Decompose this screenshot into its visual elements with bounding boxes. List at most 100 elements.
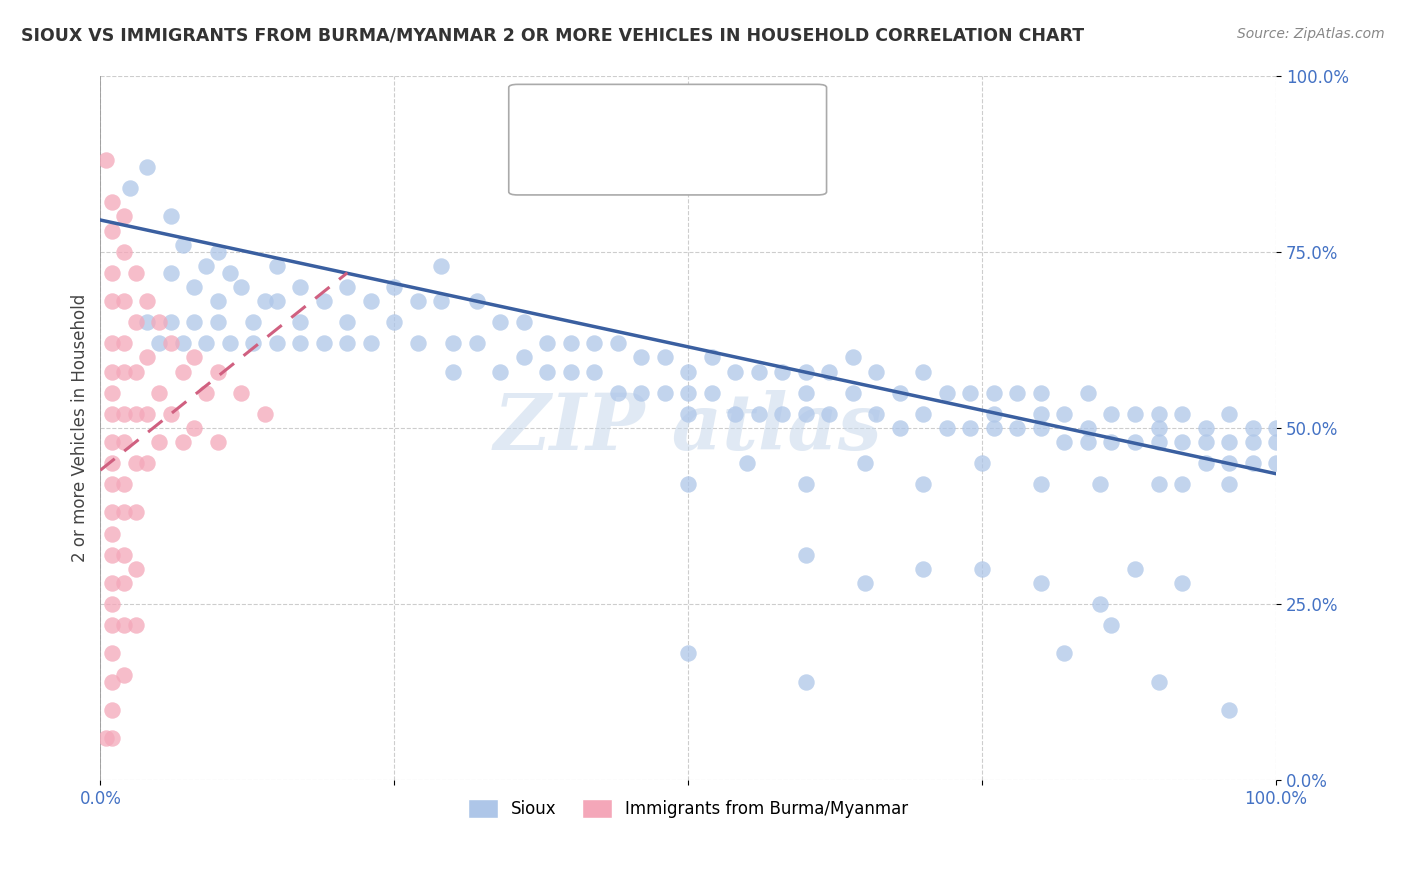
- Point: [148, 336, 170, 351]
- Point: [112, 477, 135, 491]
- Point: [560, 336, 582, 351]
- Point: [136, 293, 159, 308]
- Point: [336, 280, 359, 294]
- Point: [360, 293, 382, 308]
- Point: [183, 421, 205, 435]
- Point: [1171, 576, 1194, 591]
- Point: [1241, 435, 1264, 450]
- Point: [124, 506, 146, 520]
- Point: [536, 365, 558, 379]
- Point: [336, 315, 359, 329]
- Point: [912, 365, 935, 379]
- Point: [266, 259, 288, 273]
- Point: [112, 244, 135, 259]
- Point: [195, 336, 218, 351]
- Point: [865, 365, 887, 379]
- Point: [124, 365, 146, 379]
- Point: [172, 237, 194, 252]
- Point: [207, 244, 229, 259]
- Point: [630, 385, 652, 400]
- Point: [101, 336, 124, 351]
- Text: SIOUX VS IMMIGRANTS FROM BURMA/MYANMAR 2 OR MORE VEHICLES IN HOUSEHOLD CORRELATI: SIOUX VS IMMIGRANTS FROM BURMA/MYANMAR 2…: [21, 27, 1084, 45]
- Point: [1241, 421, 1264, 435]
- Point: [101, 435, 124, 450]
- Point: [935, 385, 957, 400]
- Point: [676, 365, 699, 379]
- Point: [101, 365, 124, 379]
- Point: [1053, 435, 1076, 450]
- Point: [1029, 421, 1052, 435]
- Point: [101, 526, 124, 541]
- Point: [101, 385, 124, 400]
- Point: [101, 647, 124, 661]
- Point: [606, 385, 628, 400]
- Point: [700, 385, 723, 400]
- Point: [101, 293, 124, 308]
- Point: [853, 456, 876, 470]
- Point: [1077, 435, 1099, 450]
- Point: [195, 259, 218, 273]
- Point: [183, 280, 205, 294]
- Point: [676, 385, 699, 400]
- Point: [1123, 407, 1146, 421]
- Point: [1007, 421, 1029, 435]
- Point: [124, 407, 146, 421]
- Point: [1101, 435, 1123, 450]
- Point: [724, 407, 747, 421]
- Point: [242, 336, 264, 351]
- Point: [959, 421, 981, 435]
- Point: [794, 548, 817, 562]
- Point: [253, 407, 276, 421]
- Point: [266, 293, 288, 308]
- Point: [935, 421, 957, 435]
- Point: [1053, 647, 1076, 661]
- Point: [912, 477, 935, 491]
- Point: [160, 336, 183, 351]
- Point: [112, 336, 135, 351]
- Point: [136, 351, 159, 365]
- Point: [794, 477, 817, 491]
- Point: [96, 731, 118, 745]
- Point: [148, 315, 170, 329]
- Point: [195, 385, 218, 400]
- Point: [96, 153, 118, 167]
- Point: [207, 315, 229, 329]
- Point: [1123, 562, 1146, 576]
- Point: [1171, 477, 1194, 491]
- Point: [1194, 421, 1216, 435]
- Point: [818, 407, 841, 421]
- Point: [148, 435, 170, 450]
- Point: [101, 266, 124, 280]
- Point: [842, 385, 865, 400]
- Point: [183, 351, 205, 365]
- Point: [160, 315, 183, 329]
- Point: [1101, 407, 1123, 421]
- Point: [382, 280, 405, 294]
- Point: [136, 456, 159, 470]
- Point: [1147, 674, 1170, 689]
- Point: [1147, 421, 1170, 435]
- Point: [912, 562, 935, 576]
- Point: [465, 293, 488, 308]
- Point: [290, 336, 312, 351]
- Point: [630, 351, 652, 365]
- Point: [112, 506, 135, 520]
- Point: [489, 315, 512, 329]
- Point: [1241, 456, 1264, 470]
- Point: [207, 293, 229, 308]
- Point: [207, 435, 229, 450]
- Point: [1029, 477, 1052, 491]
- Point: [1123, 435, 1146, 450]
- Point: [983, 421, 1005, 435]
- Point: [1265, 456, 1288, 470]
- Point: [972, 562, 994, 576]
- Point: [606, 336, 628, 351]
- Point: [312, 336, 335, 351]
- Point: [124, 562, 146, 576]
- Point: [1265, 435, 1288, 450]
- Point: [700, 351, 723, 365]
- Point: [724, 365, 747, 379]
- Point: [794, 385, 817, 400]
- Point: [112, 407, 135, 421]
- Point: [1088, 477, 1111, 491]
